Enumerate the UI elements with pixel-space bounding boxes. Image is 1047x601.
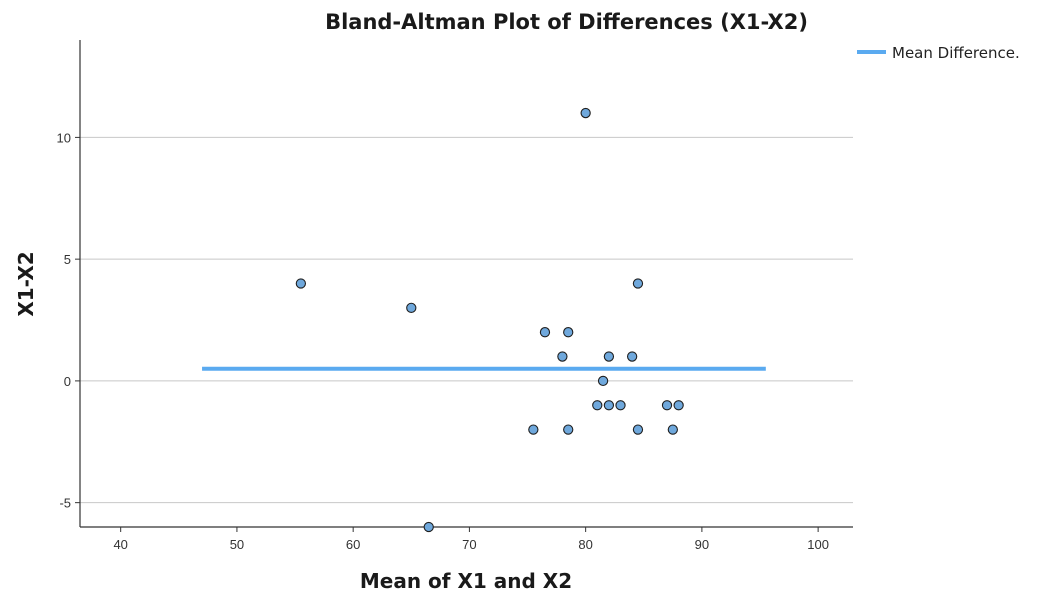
data-point-19 — [667, 424, 678, 435]
y-tick-label-0: 0 — [64, 374, 71, 389]
data-point-18 — [661, 400, 673, 411]
x-tick-label-90: 90 — [695, 537, 709, 552]
data-point-6 — [557, 351, 568, 362]
data-point-5 — [539, 327, 551, 338]
data-point-7 — [563, 327, 574, 338]
data-point-2 — [406, 302, 417, 313]
x-tick-label-70: 70 — [462, 537, 476, 552]
data-point-4 — [528, 424, 539, 435]
data-point-20 — [673, 400, 684, 411]
data-point-3 — [423, 521, 434, 533]
legend: Mean Difference. — [857, 44, 1020, 62]
x-tick-label-40: 40 — [113, 537, 127, 552]
chart-title: Bland-Altman Plot of Differences (X1-X2) — [325, 10, 808, 34]
data-point-13 — [603, 400, 615, 411]
data-point-17 — [632, 424, 644, 435]
y-tick-label-5: 5 — [64, 252, 71, 267]
gridlines — [80, 136, 853, 504]
axes — [79, 40, 853, 528]
x-axis-label: Mean of X1 and X2 — [360, 569, 572, 593]
data-point-15 — [626, 351, 638, 362]
y-axis-label: X1-X2 — [14, 251, 38, 316]
data-point-10 — [592, 400, 603, 411]
x-tick-label-50: 50 — [230, 537, 244, 552]
x-tick-label-80: 80 — [578, 537, 592, 552]
x-tick-label-100: 100 — [807, 537, 829, 552]
data-point-11 — [597, 375, 609, 387]
data-point-16 — [632, 278, 644, 289]
data-point-9 — [580, 107, 591, 119]
data-point-14 — [615, 400, 626, 411]
data-points — [295, 107, 684, 533]
y-tick-label--5: -5 — [59, 496, 71, 511]
tick-labels: -5 0 5 10 40 50 60 70 80 90 100 — [57, 130, 829, 552]
y-tick-label-10: 10 — [57, 130, 71, 145]
data-point-12 — [603, 351, 615, 362]
data-point-8 — [563, 424, 574, 435]
legend-label-mean-difference: Mean Difference. — [892, 44, 1020, 62]
x-tick-label-60: 60 — [346, 537, 360, 552]
data-point-1 — [295, 278, 307, 289]
